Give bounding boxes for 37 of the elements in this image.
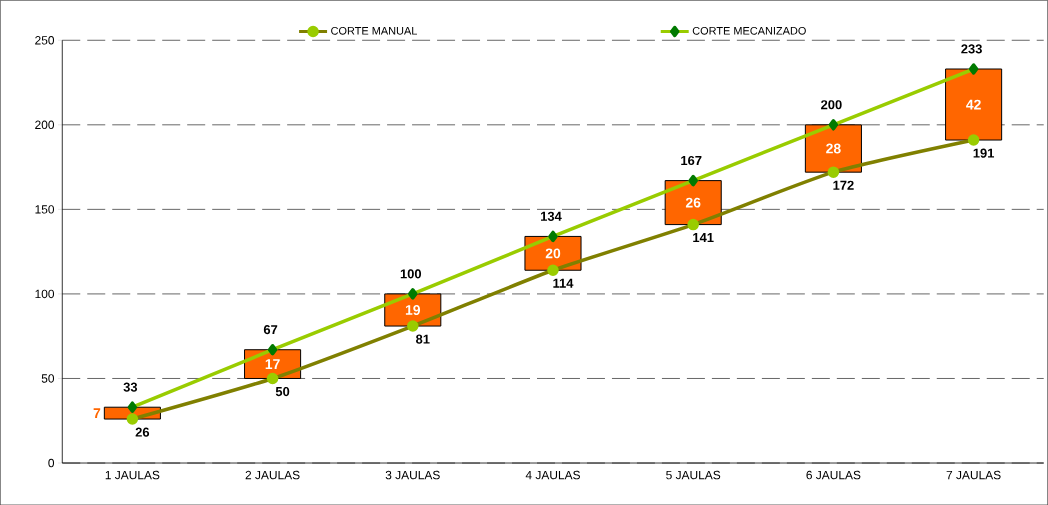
y-tick-label: 200 [35,120,55,129]
y-tick-label: 0 [48,458,55,468]
data-label: 33 [123,382,138,392]
data-label: 28 [826,143,841,154]
data-label: 134 [541,211,562,221]
x-tick-label: 5 JAULAS [666,470,721,480]
data-label: 233 [961,44,982,54]
legend-label: CORTE MECANIZADO [692,26,806,35]
data-label: 42 [966,99,981,110]
data-label: 17 [265,359,280,369]
data-label: 67 [263,324,278,335]
bar [945,68,1003,141]
x-tick-label: 6 JAULAS [806,470,861,480]
x-tick-label: 1 JAULAS [105,470,160,480]
data-label: 100 [400,269,422,279]
data-label: 20 [545,248,561,259]
data-label: 167 [681,155,702,165]
data-label: 50 [275,386,290,397]
data-label: 141 [693,232,714,242]
y-tick-label: 100 [35,289,55,298]
data-label: 81 [415,334,430,344]
x-tick-label: 4 JAULAS [525,470,580,480]
x-tick-label: 3 JAULAS [385,470,440,480]
y-tick-label: 250 [35,35,55,45]
data-label: 114 [553,278,574,288]
data-label: 19 [405,304,421,315]
data-label: 200 [821,100,842,110]
x-tick-label: 2 JAULAS [245,470,300,480]
y-tick-label: 150 [35,205,55,214]
data-label: 26 [685,197,701,208]
data-label: 191 [973,148,995,158]
data-label: 7 [93,408,101,418]
x-tick-label: 7 JAULAS [946,470,1001,480]
data-label: 26 [135,427,150,437]
data-label: 172 [833,180,854,190]
legend-label: CORTE MANUAL [331,26,418,35]
y-tick-label: 50 [41,374,55,383]
